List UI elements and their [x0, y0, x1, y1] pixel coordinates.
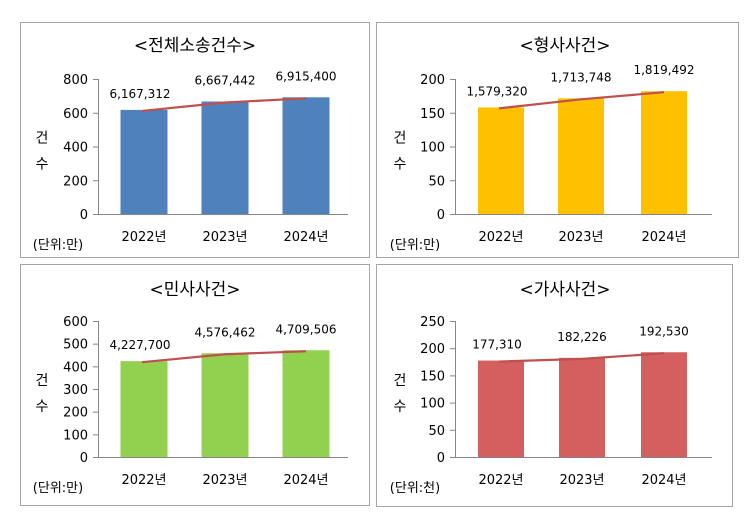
y-axis-label-char: 건 — [394, 373, 407, 389]
y-tick-label: 150 — [420, 107, 445, 122]
x-tick-label: 2022년 — [478, 473, 523, 488]
data-label: 1,713,748 — [550, 70, 611, 84]
chart-panel-3: <민사사건> 0 100 200 300 400 500 600 건수 (단위:만) 2022년 4,… — [20, 264, 370, 506]
bar-2024년 — [641, 91, 687, 214]
trend-line — [498, 91, 665, 110]
bar-2024년 — [282, 97, 330, 214]
data-label: 182,226 — [557, 330, 607, 344]
trend-line — [141, 97, 307, 113]
y-tick-label: 0 — [80, 208, 88, 223]
y-tick-label: 200 — [63, 406, 88, 421]
data-label: 177,310 — [472, 338, 522, 352]
trend-line — [498, 352, 665, 363]
y-tick-label: 150 — [420, 369, 445, 384]
data-label: 4,576,462 — [194, 325, 255, 339]
unit-label: (단위:만) — [33, 481, 83, 496]
chart-title: <형사사건> — [519, 36, 610, 56]
x-tick-label: 2024년 — [283, 473, 328, 488]
x-tick-label: 2023년 — [559, 473, 604, 488]
chart-panel-2: <형사사건> 0 50 100 150 200 건수 (단위:만) 2022년 1,579,320… — [376, 22, 739, 258]
x-tick-label: 2023년 — [202, 473, 247, 488]
unit-label: (단위:만) — [33, 238, 83, 253]
y-tick-label: 600 — [63, 107, 88, 122]
x-tick-label: 2022년 — [121, 230, 166, 245]
chart-panel-4: <가사사건> 0 50 100 150 200 250 건수 (단위:천) 2022년 177,31… — [376, 264, 733, 507]
data-label: 4,227,700 — [109, 338, 170, 352]
bar-2022년 — [120, 361, 168, 457]
y-axis-label-char: 건 — [394, 131, 407, 147]
bar-2024년 — [282, 350, 330, 457]
chart-panel-1: <전체소송건수> 0 200 400 600 800 건수 (단위:만) 2022년 6,167,… — [20, 22, 370, 258]
bar-2024년 — [641, 352, 687, 457]
data-label: 4,709,506 — [275, 322, 336, 336]
chart-title: <전체소송건수> — [134, 36, 256, 56]
data-label: 1,579,320 — [466, 84, 527, 98]
y-tick-label: 200 — [420, 342, 445, 357]
bar-2023년 — [201, 353, 249, 457]
y-tick-label: 0 — [437, 451, 445, 466]
y-axis-label-char: 수 — [394, 157, 407, 173]
y-tick-label: 0 — [80, 451, 88, 466]
data-label: 6,667,442 — [194, 73, 255, 87]
bar-2022년 — [478, 360, 524, 457]
bar-2023년 — [558, 98, 604, 214]
x-tick-label: 2024년 — [641, 473, 686, 488]
chart-title: <가사사건> — [519, 280, 610, 300]
y-tick-label: 400 — [63, 141, 88, 156]
chart-title: <민사사건> — [149, 280, 240, 300]
y-tick-label: 800 — [63, 73, 88, 88]
data-label: 192,530 — [639, 324, 689, 338]
data-label: 6,915,400 — [275, 69, 336, 83]
y-axis-label-char: 수 — [36, 157, 49, 173]
data-label: 6,167,312 — [109, 87, 170, 101]
y-axis-label-char: 수 — [394, 399, 407, 415]
trend-line — [141, 350, 307, 364]
y-axis-label-char: 건 — [36, 131, 49, 147]
unit-label: (단위:만) — [390, 238, 440, 253]
x-tick-label: 2022년 — [121, 473, 166, 488]
x-tick-label: 2023년 — [202, 230, 247, 245]
y-tick-label: 300 — [63, 383, 88, 398]
y-tick-label: 100 — [420, 141, 445, 156]
x-tick-label: 2022년 — [478, 230, 523, 245]
y-tick-label: 600 — [63, 315, 88, 330]
y-tick-label: 500 — [63, 338, 88, 353]
y-tick-label: 50 — [428, 424, 445, 439]
x-tick-label: 2024년 — [641, 230, 686, 245]
y-tick-label: 100 — [420, 397, 445, 412]
data-label: 1,819,492 — [633, 63, 694, 77]
y-tick-label: 400 — [63, 360, 88, 375]
y-tick-label: 0 — [437, 208, 445, 223]
bar-2023년 — [201, 101, 249, 214]
y-tick-label: 250 — [420, 315, 445, 330]
y-axis-label-char: 수 — [36, 399, 49, 415]
y-tick-label: 200 — [63, 174, 88, 189]
x-tick-label: 2024년 — [283, 230, 328, 245]
unit-label: (단위:천) — [390, 481, 440, 496]
y-tick-label: 50 — [428, 174, 445, 189]
y-tick-label: 200 — [420, 73, 445, 88]
bar-2022년 — [120, 109, 168, 214]
bar-2022년 — [478, 107, 524, 214]
bar-2023년 — [559, 357, 605, 457]
x-tick-label: 2023년 — [558, 230, 603, 245]
y-axis-label-char: 건 — [36, 373, 49, 389]
y-tick-label: 100 — [63, 428, 88, 443]
